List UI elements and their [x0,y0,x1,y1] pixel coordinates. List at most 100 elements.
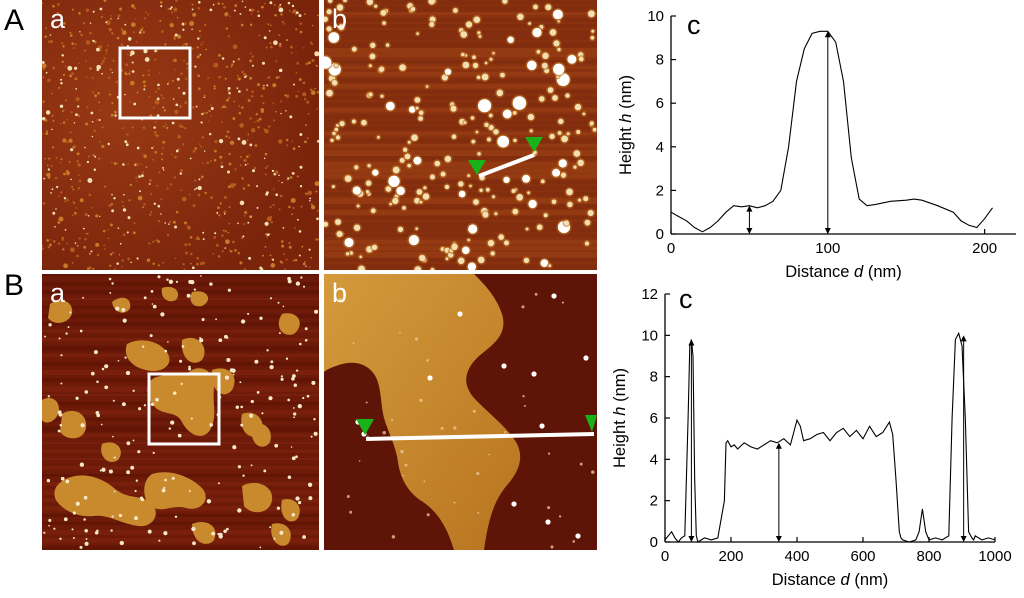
afm-particle [218,138,224,144]
afm-particle [161,30,164,33]
afm-particle [241,0,244,2]
afm-particle [183,268,186,270]
afm-particle [179,169,183,172]
afm-particle [135,40,138,43]
afm-scan-stripe [42,522,319,525]
afm-particle [87,178,93,183]
afm-particle [522,395,525,398]
afm-particle [147,69,150,72]
chart-a-svg: 0 100 200 0 2 4 6 8 10 Distance d (nm) Height h (n… [617,8,1016,281]
afm-particle [163,486,166,489]
afm-particle [121,402,126,407]
zoom-box-b [147,372,221,446]
afm-particle [199,53,202,56]
afm-particle [472,409,476,413]
afm-particle [213,85,216,88]
afm-particle [251,13,253,16]
afm-particle [72,188,75,191]
afm-particle [191,28,193,31]
afm-particle [370,42,376,48]
afm-particle [150,211,153,213]
afm-particle [549,29,557,36]
afm-particle [274,443,279,448]
afm-particle [184,221,187,225]
afm-particle [451,243,458,250]
afm-particle [540,259,549,267]
afm-particle [96,413,101,418]
afm-particle [311,42,314,45]
afm-particle [291,213,293,216]
afm-particle [156,184,159,187]
afm-particle [328,32,340,43]
afm-particle [121,201,124,203]
afm-particle [225,106,227,109]
afm-particle [96,64,102,70]
afm-particle [231,63,234,66]
afm-particle [66,242,69,245]
afm-particle [197,37,200,40]
afm-particle [592,127,597,132]
afm-particle [60,476,65,481]
afm-particle [273,3,276,7]
afm-particle [523,257,530,264]
afm-particle [174,257,177,260]
afm-particle [219,155,223,159]
afm-particle [300,276,303,279]
afm-particle [268,30,271,32]
afm-particle [281,240,284,243]
polymer-domain [147,368,215,436]
afm-particle [259,316,263,320]
afm-particle [306,394,310,398]
polymer-domain [192,521,216,544]
afm-particle [475,130,479,134]
afm-scan-stripe [324,126,597,130]
afm-particle [107,44,110,47]
polymer-domain [60,410,87,439]
afm-particle [267,76,271,79]
polymer-domain [181,337,205,363]
afm-scan-stripe [324,66,597,70]
afm-particle [145,166,148,169]
afm-particle [192,149,196,153]
afm-particle [291,377,295,381]
afm-particle [279,43,281,45]
afm-particle [89,31,92,35]
afm-particle [74,66,78,70]
profile-line-a [478,153,535,178]
afm-particle [157,204,161,208]
afm-particle [507,36,514,44]
afm-particle [186,293,191,298]
afm-particle [99,109,102,112]
afm-particle [368,92,373,97]
afm-particle [158,539,161,542]
afm-particle [283,268,287,270]
afm-particle [75,113,78,117]
afm-particle [128,199,131,202]
afm-particle [132,439,135,442]
afm-particle [71,72,74,76]
afm-scan-stripe [324,186,597,191]
afm-particle [256,390,260,394]
afm-particle [534,292,538,296]
afm-particle [134,516,138,521]
afm-particle [299,342,302,346]
afm-particle [567,201,573,208]
afm-particle [344,237,354,248]
afm-particle [416,32,419,35]
afm-particle [162,146,165,149]
afm-particle [305,265,307,268]
afm-particle [192,204,196,208]
polymer-island [324,274,521,550]
afm-particle [316,209,319,212]
afm-particle [314,51,319,57]
afm-scan-stripe [42,466,319,470]
afm-particle [132,31,135,34]
afm-particle [512,208,519,215]
afm-particle [477,512,480,514]
afm-particle [130,465,135,470]
afm-particle [105,21,108,24]
afm-particle [278,174,280,177]
afm-particle [58,195,60,197]
afm-particle [283,22,286,25]
afm-particle [309,88,313,92]
